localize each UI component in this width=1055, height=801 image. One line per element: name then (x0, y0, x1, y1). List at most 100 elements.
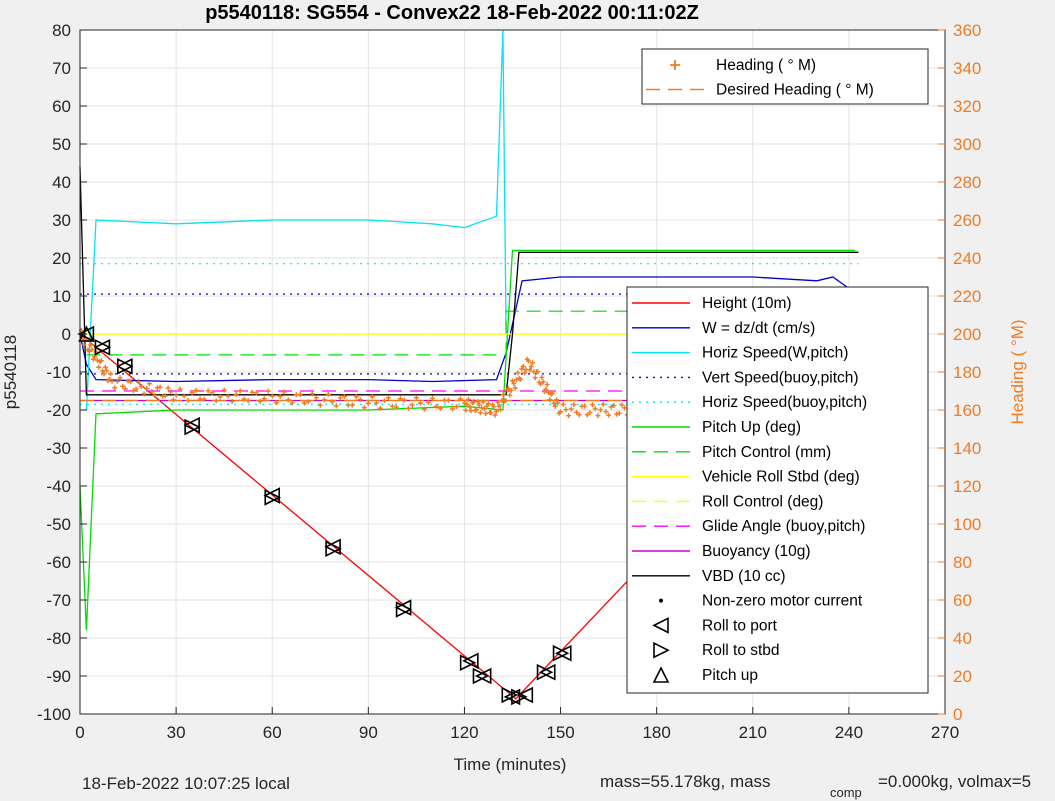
heading-point (417, 400, 423, 406)
heading-point (209, 390, 215, 396)
heading-point (535, 369, 541, 375)
heading-point (555, 400, 561, 406)
x-tick-label: 90 (359, 723, 378, 742)
y-tick-label: 0 (62, 325, 71, 344)
heading-point (532, 375, 538, 381)
heading-point (571, 402, 577, 408)
heading-point (461, 400, 467, 406)
x-axis-label: Time (minutes) (454, 755, 567, 774)
heading-point (141, 391, 147, 397)
marker-roll-to-stbd (395, 601, 413, 618)
heading-point (598, 407, 604, 413)
heading-point (277, 393, 283, 399)
x-tick-label: 240 (835, 723, 863, 742)
heading-point (152, 392, 158, 398)
heading-point (289, 400, 295, 406)
legend-label-roll-to-port: Roll to port (702, 617, 778, 634)
heading-point (181, 393, 187, 399)
heading-point (90, 356, 96, 362)
heading-point (165, 385, 171, 391)
heading-point (608, 404, 614, 410)
heading-point (515, 370, 521, 376)
heading-point (381, 398, 387, 404)
heading-point (112, 385, 118, 391)
heading-point (401, 397, 407, 403)
marker-roll-to-port (394, 599, 412, 616)
heading-point (614, 411, 620, 417)
heading-point (543, 386, 549, 392)
heading-point (539, 374, 545, 380)
heading-point (409, 402, 415, 408)
y-right-tick-label: 80 (953, 553, 972, 572)
heading-point (413, 395, 419, 401)
heading-point (233, 391, 239, 397)
heading-point (449, 406, 455, 412)
heading-point (481, 406, 487, 412)
heading-point (285, 397, 291, 403)
heading-point (237, 388, 243, 394)
heading-point (120, 383, 126, 389)
heading-point (421, 406, 427, 412)
legend-label-height-10m: Height (10m) (702, 295, 792, 312)
heading-point (483, 411, 489, 417)
heading-point (540, 379, 546, 385)
series-vbd-10-cc (79, 166, 859, 396)
y-right-tick-label: 360 (953, 21, 981, 40)
heading-point (582, 403, 588, 409)
heading-point (563, 407, 569, 413)
heading-point (377, 405, 383, 411)
heading-point (325, 391, 331, 397)
heading-point (606, 412, 612, 418)
heading-point (433, 403, 439, 409)
heading-point (437, 406, 443, 412)
heading-point (136, 379, 142, 385)
y-right-tick-label: 340 (953, 59, 981, 78)
heading-point (592, 406, 598, 412)
legend-label-vert-speed-buoy-pitch: Vert Speed(buoy,pitch) (702, 369, 859, 386)
heading-point (114, 378, 120, 384)
y-right-tick-label: 220 (953, 287, 981, 306)
legend-swatch-heading-m (670, 60, 680, 70)
y-tick-label: -100 (37, 705, 71, 724)
heading-point (104, 368, 110, 374)
marker-roll-to-port (474, 667, 492, 685)
heading-point (177, 386, 183, 392)
marker-roll-to-port (554, 644, 572, 662)
heading-point (349, 402, 355, 408)
heading-point (221, 387, 227, 393)
y-right-tick-label: 120 (953, 477, 981, 496)
heading-point (576, 412, 582, 418)
heading-point (587, 410, 593, 416)
heading-point (590, 402, 596, 408)
y-right-tick-label: 180 (953, 363, 981, 382)
heading-point (467, 404, 473, 410)
legend-swatch-roll-to-port (652, 617, 669, 634)
y-right-tick-label: 140 (953, 439, 981, 458)
marker-roll-to-port (183, 416, 200, 434)
heading-point (109, 378, 115, 384)
heading-point (205, 388, 211, 394)
heading-point (81, 342, 87, 348)
x-axis-ticks: 0 30 60 90 120 150 180 210 240 270 (75, 707, 959, 742)
heading-point (479, 405, 485, 411)
marker-roll-to-stbd (264, 489, 282, 506)
heading-point (385, 395, 391, 401)
heading-point (560, 401, 566, 407)
heading-point (554, 397, 560, 403)
heading-point (512, 385, 518, 391)
heading-point (508, 387, 514, 393)
heading-point (193, 387, 199, 393)
heading-point (88, 342, 94, 348)
heading-point (321, 397, 327, 403)
heading-point (122, 386, 128, 392)
heading-point (170, 397, 176, 403)
y-tick-label: 70 (52, 59, 71, 78)
heading-point (162, 393, 168, 399)
heading-point (547, 397, 553, 403)
footer-comp-value: =0.000kg, volmax=5 (878, 772, 1031, 791)
marker-roll-to-stbd (501, 686, 519, 704)
footer-mass: mass=55.178kg, mass (600, 772, 771, 791)
heading-point (496, 403, 502, 409)
y-right-tick-label: 320 (953, 97, 981, 116)
y-right-tick-label: 280 (953, 173, 981, 192)
